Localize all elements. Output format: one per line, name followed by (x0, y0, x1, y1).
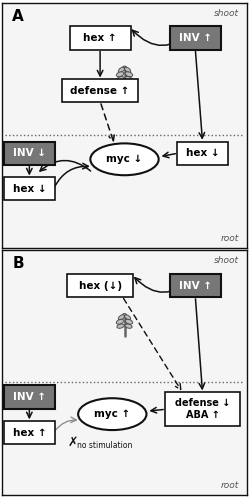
Text: INV ↑: INV ↑ (13, 392, 46, 402)
Ellipse shape (125, 76, 132, 81)
Text: INV ↑: INV ↑ (179, 280, 212, 290)
Ellipse shape (118, 67, 124, 72)
Text: myc ↑: myc ↑ (94, 409, 130, 419)
Text: defense ↑: defense ↑ (70, 86, 130, 96)
Text: hex ↓: hex ↓ (186, 148, 219, 158)
Ellipse shape (116, 320, 124, 324)
Text: ✗: ✗ (68, 436, 78, 449)
Ellipse shape (124, 314, 131, 320)
Text: hex ↑: hex ↑ (12, 428, 46, 438)
Ellipse shape (118, 155, 131, 163)
Ellipse shape (125, 72, 133, 76)
Text: INV ↓: INV ↓ (13, 148, 46, 158)
Text: no stimulation: no stimulation (77, 442, 133, 450)
Ellipse shape (123, 314, 126, 316)
Ellipse shape (125, 320, 133, 324)
Ellipse shape (125, 324, 132, 328)
Ellipse shape (117, 76, 124, 81)
Text: defense ↓
ABA ↑: defense ↓ ABA ↑ (175, 398, 230, 420)
Text: hex (↓): hex (↓) (78, 280, 122, 290)
Text: INV ↑: INV ↑ (179, 33, 212, 43)
Ellipse shape (78, 398, 146, 430)
FancyBboxPatch shape (4, 177, 55, 201)
Text: root: root (221, 234, 239, 242)
Ellipse shape (116, 72, 124, 76)
Text: shoot: shoot (214, 8, 239, 18)
FancyBboxPatch shape (170, 26, 221, 50)
Text: root: root (221, 481, 239, 490)
FancyBboxPatch shape (165, 392, 240, 426)
Text: myc ↓: myc ↓ (106, 154, 143, 164)
FancyBboxPatch shape (67, 274, 133, 297)
Ellipse shape (123, 66, 126, 68)
Text: shoot: shoot (214, 256, 239, 265)
Ellipse shape (118, 402, 131, 410)
FancyBboxPatch shape (4, 386, 55, 408)
Text: hex ↓: hex ↓ (12, 184, 46, 194)
FancyBboxPatch shape (69, 26, 130, 50)
Text: A: A (12, 8, 24, 24)
Ellipse shape (90, 144, 159, 175)
Ellipse shape (117, 324, 124, 328)
FancyBboxPatch shape (170, 274, 221, 297)
FancyBboxPatch shape (4, 421, 55, 444)
FancyBboxPatch shape (4, 142, 55, 165)
Ellipse shape (124, 67, 131, 72)
FancyBboxPatch shape (62, 79, 138, 102)
Text: B: B (12, 256, 24, 271)
Ellipse shape (118, 314, 124, 320)
FancyBboxPatch shape (177, 142, 228, 165)
Text: hex ↑: hex ↑ (83, 33, 117, 43)
